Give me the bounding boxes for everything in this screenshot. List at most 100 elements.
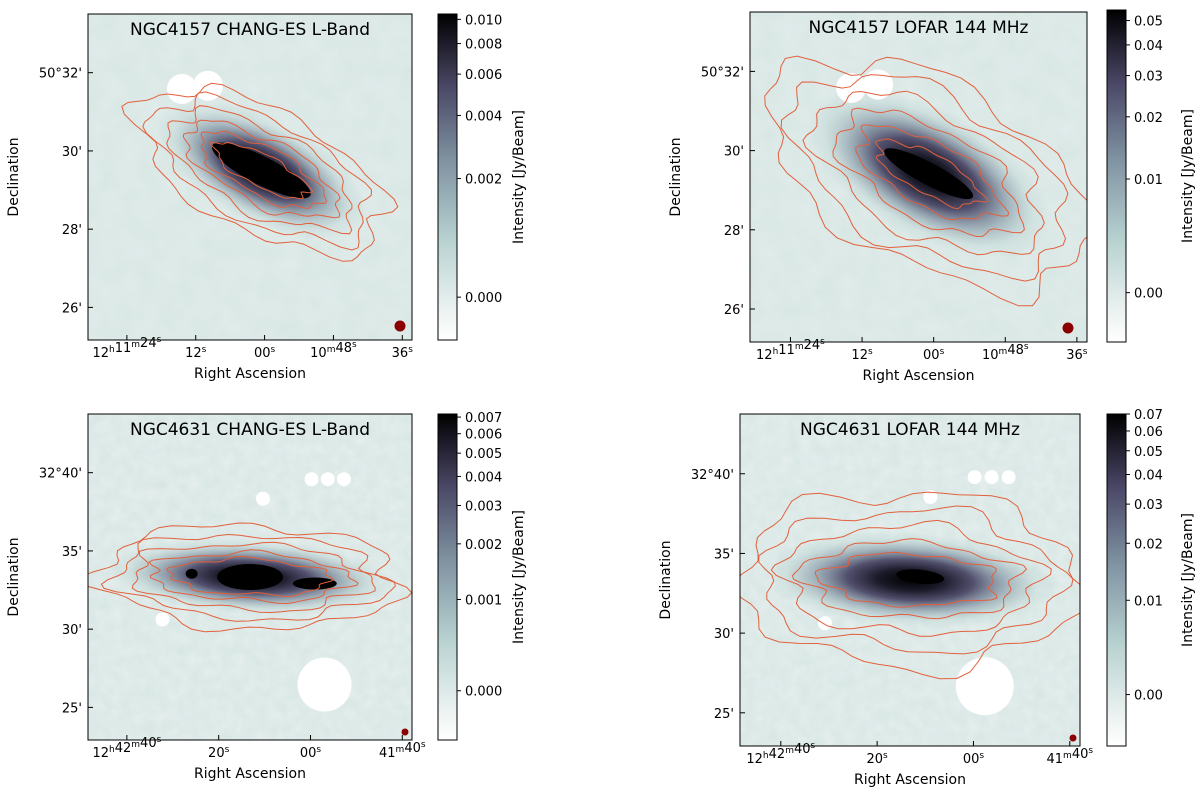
- colorbar-label: Intensity [Jy/Beam]: [511, 510, 527, 644]
- contour-level: [165, 555, 335, 598]
- contour-level: [182, 119, 341, 219]
- masked-source: [255, 491, 270, 506]
- map-figure: NGC4631 LOFAR 144 MHz 12h42m40s 20s 00s 41m4…: [658, 408, 1196, 788]
- x-tick-label: 12h42m40s: [92, 735, 161, 761]
- colorbar-label: Intensity [Jy/Beam]: [1180, 109, 1196, 243]
- colorbar-tick-label: 0.07: [1134, 408, 1163, 423]
- colorbar-tick-label: 0.000: [465, 685, 502, 700]
- colorbar-tick-label: 0.02: [1134, 111, 1163, 126]
- x-axis-label: Right Ascension: [194, 366, 306, 382]
- beam-ellipse: [1062, 322, 1074, 334]
- galaxy-core: [217, 564, 283, 590]
- map-image: [88, 414, 412, 740]
- chart-title: NGC4631 LOFAR 144 MHz: [800, 420, 1020, 440]
- colorbar-tick-label: 0.002: [465, 173, 502, 188]
- y-tick-label: 35': [62, 545, 82, 560]
- y-tick-label: 30': [62, 623, 82, 638]
- x-tick-label: 12h42m40s: [746, 741, 815, 767]
- y-tick-label: 28': [62, 223, 82, 238]
- colorbar-tick-label: 0.05: [1134, 445, 1163, 460]
- colorbar-tick-label: 0.008: [465, 38, 502, 53]
- map-figure: NGC4157 LOFAR 144 MHz 12h11m24s 12s 00s 10m4…: [668, 9, 1196, 384]
- colorbar: [1106, 413, 1127, 747]
- map-image: [88, 14, 412, 340]
- y-tick-label: 26': [62, 301, 82, 316]
- y-tick-label: 30': [62, 145, 82, 160]
- masked-source: [955, 657, 1014, 716]
- colorbar: [437, 413, 458, 741]
- x-tick-label: 00s: [923, 347, 945, 363]
- y-tick-label: 35': [714, 547, 734, 562]
- contour-level: [770, 519, 1052, 637]
- y-tick-label: 50°32': [701, 65, 744, 80]
- x-tick-label: 20s: [208, 745, 230, 761]
- panel-ngc4631-lofar: NGC4631 LOFAR 144 MHz 12h42m40s 20s 00s 41m4…: [600, 400, 1200, 800]
- galaxy-knot: [292, 577, 337, 590]
- chart-title: NGC4157 CHANG-ES L-Band: [130, 20, 370, 40]
- contour-level: [764, 55, 1087, 307]
- contour-level: [131, 541, 376, 614]
- galaxy-knot: [185, 568, 198, 579]
- panel-ngc4157-lofar: NGC4157 LOFAR 144 MHz 12h11m24s 12s 00s 10m4…: [600, 0, 1200, 400]
- colorbar-tick-label: 0.010: [465, 13, 502, 28]
- y-axis-label: Declination: [6, 537, 22, 616]
- y-axis-label: Declination: [6, 137, 22, 216]
- beam-ellipse: [1069, 734, 1077, 742]
- map-figure: NGC4157 CHANG-ES L-Band 12h11m24s 12s 00s 10…: [6, 13, 527, 382]
- panel-ngc4157-chang-es: NGC4157 CHANG-ES L-Band 12h11m24s 12s 00s 10…: [0, 0, 600, 400]
- x-tick-label: 00s: [300, 745, 322, 761]
- map-figure: NGC4631 CHANG-ES L-Band 12h42m40s 20s 00s 41…: [6, 411, 527, 782]
- colorbar-tick-label: 0.000: [465, 291, 502, 306]
- y-tick-label: 25': [714, 707, 734, 722]
- x-tick-label: 12s: [185, 345, 207, 361]
- masked-source: [984, 470, 999, 485]
- beam-ellipse: [394, 320, 406, 332]
- y-tick-label: 32°40': [39, 467, 82, 482]
- colorbar-tick-label: 0.03: [1134, 498, 1163, 513]
- map-image: [740, 414, 1080, 746]
- y-tick-label: 30': [714, 627, 734, 642]
- colorbar-tick-label: 0.01: [1134, 594, 1163, 609]
- map-image: [750, 12, 1087, 342]
- x-tick-label: 10m48s: [310, 340, 357, 361]
- x-tick-label: 36s: [1066, 347, 1088, 363]
- masked-source: [818, 616, 832, 631]
- y-tick-label: 30': [724, 145, 744, 160]
- contour-level: [200, 130, 328, 209]
- x-tick-label: 12h11m24s: [756, 337, 825, 363]
- plot-frame: [87, 413, 413, 741]
- colorbar: [1106, 9, 1127, 343]
- colorbar-tick-label: 0.04: [1134, 39, 1163, 54]
- colorbar-tick-label: 0.006: [465, 428, 502, 443]
- x-tick-label: 41m40s: [379, 740, 426, 761]
- x-tick-label: 41m40s: [1047, 746, 1094, 767]
- colorbar-tick-label: 0.05: [1134, 15, 1163, 30]
- colorbar-tick-label: 0.06: [1134, 425, 1163, 440]
- contour-level: [148, 549, 359, 605]
- colorbar-tick-label: 0.01: [1134, 173, 1163, 188]
- masked-source: [304, 472, 319, 487]
- plot-frame: [739, 413, 1081, 747]
- contour-level: [758, 505, 1074, 655]
- y-tick-label: 26': [724, 303, 744, 318]
- masked-source: [923, 490, 938, 504]
- masked-source: [836, 72, 867, 103]
- galaxy-core: [211, 142, 311, 199]
- colorbar: [437, 13, 458, 341]
- contour-level: [832, 107, 1025, 238]
- masked-source: [336, 472, 351, 487]
- y-axis-label: Declination: [658, 540, 674, 619]
- colorbar-tick-label: 0.02: [1134, 537, 1163, 552]
- colorbar-tick-label: 0.004: [465, 109, 502, 124]
- x-tick-label: 10m48s: [982, 342, 1029, 363]
- masked-source: [166, 73, 197, 104]
- contour-level: [100, 533, 396, 622]
- contour-level: [209, 141, 314, 200]
- masked-source: [297, 657, 352, 712]
- contour-level: [142, 91, 372, 251]
- x-axis-label: Right Ascension: [854, 772, 966, 788]
- x-tick-label: 20s: [867, 751, 889, 767]
- contour-level: [855, 124, 1010, 221]
- x-tick-label: 00s: [254, 345, 276, 361]
- masked-source: [1001, 470, 1016, 485]
